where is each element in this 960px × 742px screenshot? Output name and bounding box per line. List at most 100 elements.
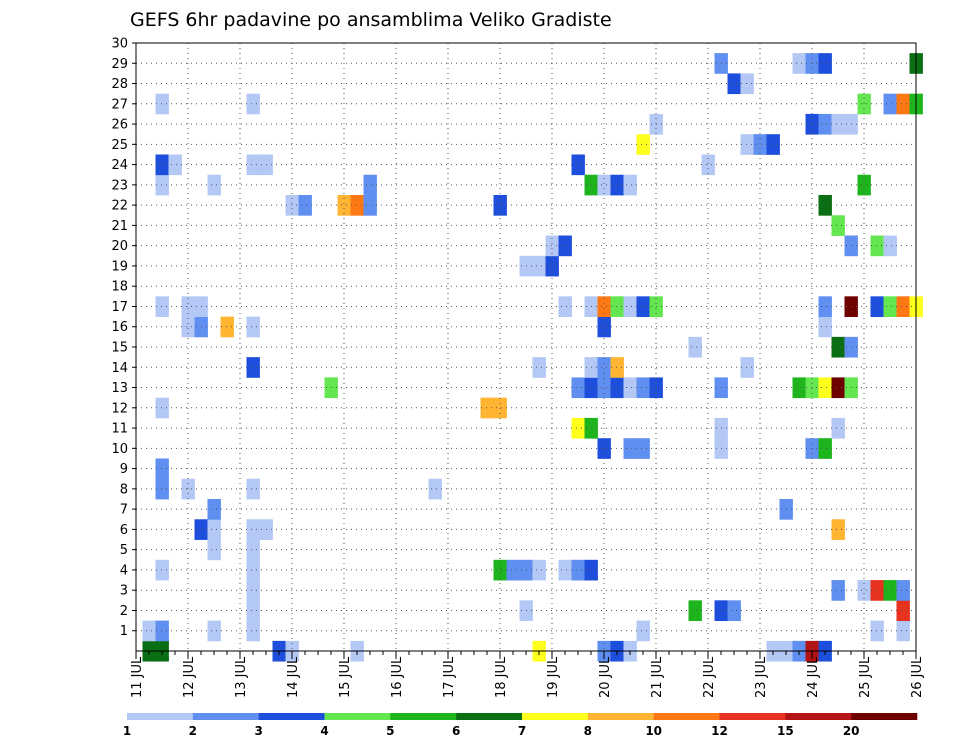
heatmap-cell <box>298 195 312 216</box>
x-tick-label: 23 JUL <box>754 656 769 698</box>
heatmap-cell <box>818 53 832 74</box>
heatmap-cell <box>571 417 585 439</box>
heatmap-cell <box>246 559 260 581</box>
heatmap-cell <box>818 113 832 135</box>
heatmap-cell <box>558 559 572 581</box>
y-tick-label: 20 <box>111 239 128 254</box>
heatmap-cell <box>610 296 624 317</box>
heatmap-cell <box>428 478 442 500</box>
y-tick-label: 26 <box>111 118 128 133</box>
heatmap-cell <box>545 235 559 257</box>
legend-label: 5 <box>386 724 394 738</box>
heatmap-cell <box>207 620 221 642</box>
y-tick-label: 2 <box>120 604 128 619</box>
y-tick-label: 19 <box>111 259 128 274</box>
legend-swatch <box>390 713 457 720</box>
heatmap-cell <box>207 174 221 196</box>
x-tick-label: 15 JUL <box>338 656 353 698</box>
heatmap-cell <box>636 134 650 155</box>
heatmap-cell <box>857 174 871 196</box>
x-tick-label: 12 JUL <box>182 656 197 698</box>
heatmap-cell <box>740 134 754 155</box>
heatmap-cell <box>155 478 169 500</box>
heatmap-cell <box>155 620 169 642</box>
heatmap-cell <box>155 174 169 196</box>
heatmap-cell <box>181 296 195 317</box>
heatmap-cell <box>571 377 585 399</box>
heatmap-cell <box>688 336 702 358</box>
legend-swatch <box>456 713 523 720</box>
grid-lines <box>136 43 917 651</box>
x-tick-label: 24 JUL <box>806 656 821 698</box>
heatmap-cell <box>740 73 754 95</box>
heatmap-cell <box>870 620 884 642</box>
heatmap-cell <box>740 357 754 378</box>
heatmap-cell <box>896 93 910 115</box>
heatmap-cell <box>532 357 546 378</box>
heatmap-cell <box>857 93 871 115</box>
y-tick-label: 18 <box>111 280 128 295</box>
legend-swatch <box>719 713 786 720</box>
heatmap-cell <box>857 580 871 601</box>
heatmap-cell <box>818 377 832 399</box>
heatmap-cell <box>168 154 182 176</box>
x-tick-label: 11 JUL <box>130 656 145 698</box>
legend-swatch <box>324 713 391 720</box>
x-tick-label: 16 JUL <box>390 656 405 698</box>
heatmap-cell <box>701 154 715 176</box>
heatmap-cell <box>831 215 845 236</box>
heatmap-cell <box>792 377 806 399</box>
heatmap-cell <box>207 539 221 561</box>
y-tick-label: 25 <box>111 138 128 153</box>
legend-label: 12 <box>711 724 728 738</box>
y-tick-label: 17 <box>111 300 128 315</box>
color-legend: 1 2 3 4 5 6 7 8 10 12 15 20 <box>123 713 918 738</box>
heatmap-cell <box>532 255 546 277</box>
heatmap-cell <box>896 620 910 642</box>
heatmap-cell <box>506 559 520 581</box>
y-tick-label: 11 <box>111 422 128 437</box>
legend-label: 4 <box>320 724 328 738</box>
legend-swatch <box>653 713 720 720</box>
chart-title: GEFS 6hr padavine po ansamblima Veliko G… <box>130 9 612 31</box>
heatmap-cell <box>883 93 897 115</box>
legend-swatch <box>258 713 325 720</box>
legend-swatch <box>522 713 589 720</box>
heatmap-cell <box>493 195 507 216</box>
heatmap-cell <box>246 154 260 176</box>
heatmap-cell <box>792 53 806 74</box>
heatmap-cell <box>350 195 364 216</box>
y-tick-label: 22 <box>111 199 128 214</box>
heatmap-cell <box>636 438 650 459</box>
heatmap-cell <box>896 600 910 621</box>
heatmap-cell <box>337 195 351 216</box>
x-tick-label: 25 JUL <box>858 656 873 698</box>
heatmap-cell <box>246 539 260 561</box>
heatmap-cell <box>636 377 650 399</box>
heatmap-cell <box>246 357 260 378</box>
y-tick-label: 10 <box>111 442 128 457</box>
heatmap-cell <box>766 134 780 155</box>
x-tick-label: 19 JUL <box>546 656 561 698</box>
legend-label: 15 <box>777 724 794 738</box>
y-tick-label: 7 <box>120 503 128 518</box>
heatmap-cell <box>831 377 845 399</box>
heatmap-cell <box>610 357 624 378</box>
legend-label: 8 <box>584 724 592 738</box>
heatmap-cell <box>155 397 169 419</box>
heatmap-cell <box>831 336 845 358</box>
y-tick-label: 24 <box>111 158 128 173</box>
x-tick-label: 18 JUL <box>494 656 509 698</box>
legend-swatch <box>851 713 918 720</box>
y-tick-label: 9 <box>120 462 128 477</box>
heatmap-cell <box>285 195 299 216</box>
heatmap-cell <box>480 397 494 419</box>
heatmap-cell <box>246 580 260 601</box>
heatmap-cell <box>597 174 611 196</box>
heatmap-cell <box>883 235 897 257</box>
legend-label: 10 <box>645 724 662 738</box>
heatmap-cell <box>831 519 845 540</box>
y-tick-label: 8 <box>120 482 128 497</box>
heatmap-cell <box>571 154 585 176</box>
